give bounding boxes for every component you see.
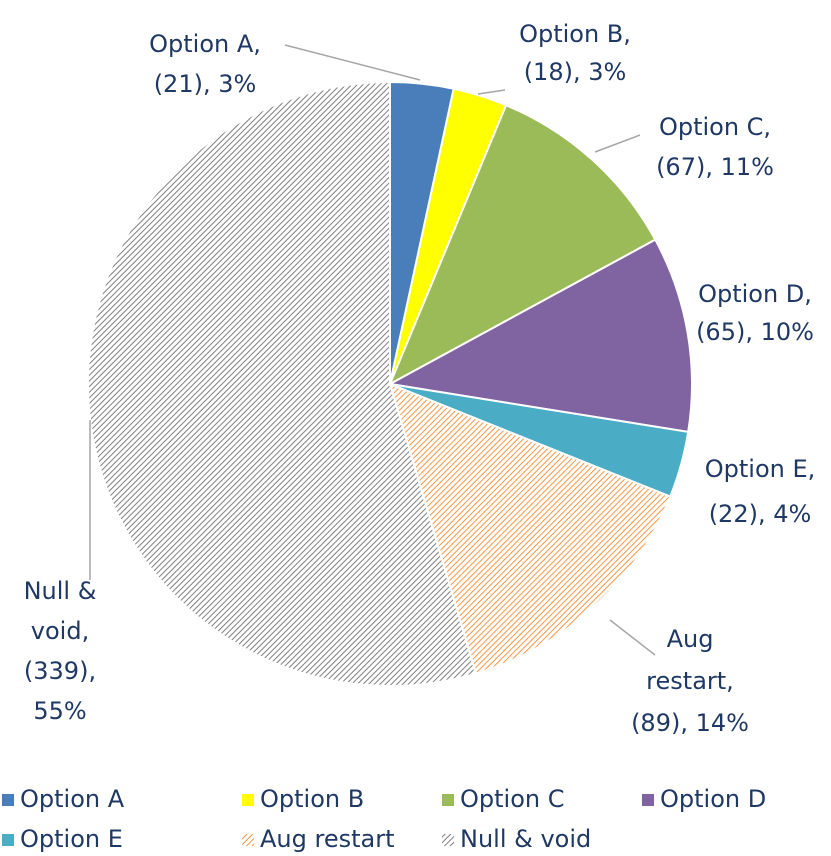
legend-label: Option E xyxy=(20,825,123,853)
pie-slice xyxy=(387,103,657,387)
data-label: Option C, xyxy=(659,113,771,141)
data-label: Aug xyxy=(667,625,714,653)
pie-slice xyxy=(87,80,478,687)
pie-slice xyxy=(388,382,672,675)
data-label: Option A, xyxy=(149,30,261,58)
data-label: Null & xyxy=(24,577,97,605)
data-label: (21), 3% xyxy=(154,70,257,98)
legend-label: Option A xyxy=(20,785,125,813)
legend-swatch xyxy=(242,794,254,806)
leader-line xyxy=(284,44,421,81)
data-label: Option D, xyxy=(698,280,812,308)
legend-label: Option D xyxy=(660,785,766,813)
data-label: (67), 11% xyxy=(656,153,774,181)
data-label: 55% xyxy=(33,697,86,725)
legend-label: Option C xyxy=(460,785,564,813)
legend-label: Aug restart xyxy=(260,825,395,853)
data-label: Option E, xyxy=(705,455,816,483)
data-label: (89), 14% xyxy=(631,709,749,737)
legend-swatch xyxy=(2,794,14,806)
legend-swatch xyxy=(442,794,454,806)
data-label: (18), 3% xyxy=(524,58,627,86)
data-label: (65), 10% xyxy=(696,318,814,346)
data-label: (22), 4% xyxy=(709,500,812,528)
data-label: (339), xyxy=(24,657,96,685)
data-label: Option B, xyxy=(519,20,631,48)
leader-line xyxy=(594,134,641,153)
data-label: void, xyxy=(31,617,89,645)
legend-label: Option B xyxy=(260,785,364,813)
data-label: restart, xyxy=(646,667,734,695)
legend-swatch xyxy=(442,834,454,846)
legend-label: Null & void xyxy=(460,825,591,853)
legend-swatch xyxy=(2,834,14,846)
leader-line xyxy=(609,619,656,656)
pie-slice xyxy=(386,238,693,434)
leader-line xyxy=(477,89,506,95)
legend-swatch xyxy=(642,794,654,806)
legend-swatch xyxy=(242,834,254,846)
